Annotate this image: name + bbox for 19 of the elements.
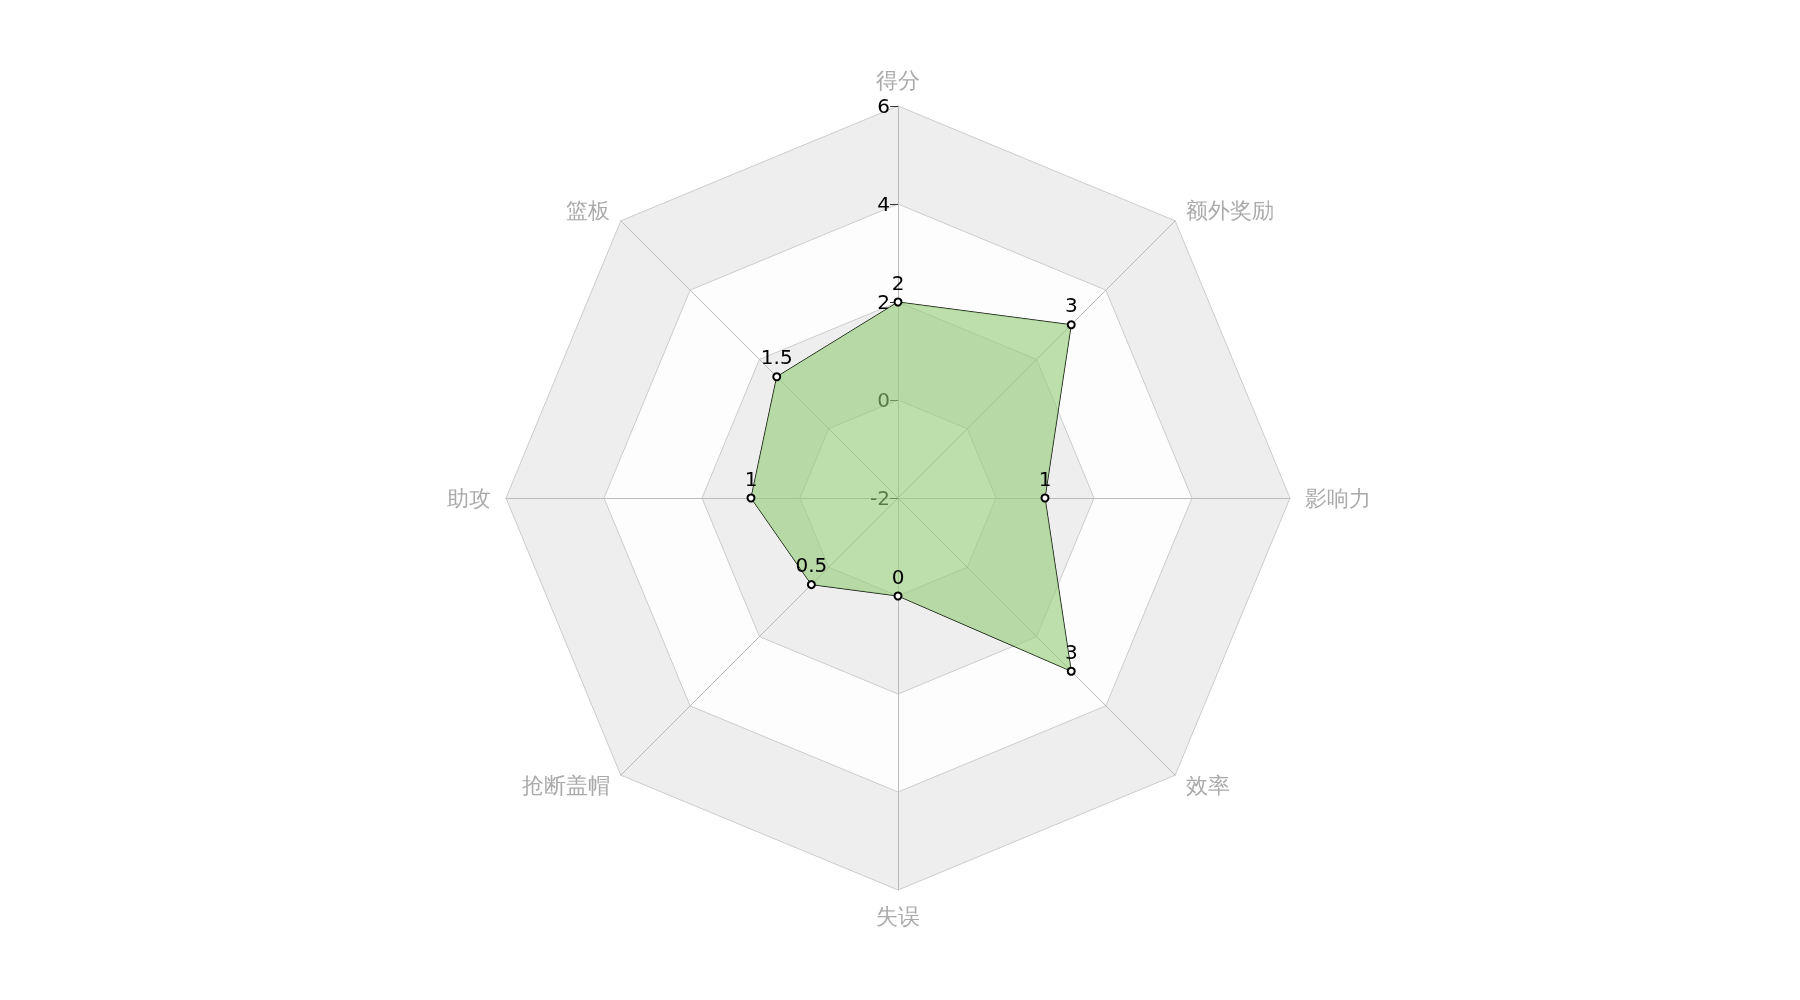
spoke-label: 效率 xyxy=(1185,773,1230,799)
y-tick-label: 0 xyxy=(877,388,890,412)
y-tick-label: 6 xyxy=(877,94,890,118)
spoke-label: 得分 xyxy=(876,67,920,93)
data-label: 1.5 xyxy=(760,345,793,370)
spoke-label: 助攻 xyxy=(447,485,491,511)
data-label: 0.5 xyxy=(795,553,828,578)
data-label: 1 xyxy=(744,466,758,491)
spoke-label: 额外奖励 xyxy=(1185,197,1274,223)
data-label: 3 xyxy=(1064,639,1078,664)
y-tick-label: 2 xyxy=(877,290,890,314)
spoke-label: 抢断盖帽 xyxy=(522,773,611,799)
y-tick-label: 4 xyxy=(877,192,890,216)
spoke-label: 影响力 xyxy=(1305,485,1371,511)
y-tick-label: -2 xyxy=(870,486,890,510)
spoke-label: 篮板 xyxy=(566,197,611,223)
data-label: 3 xyxy=(1064,293,1078,318)
data-label: 1 xyxy=(1038,466,1052,491)
spoke-label: 失误 xyxy=(876,903,920,929)
